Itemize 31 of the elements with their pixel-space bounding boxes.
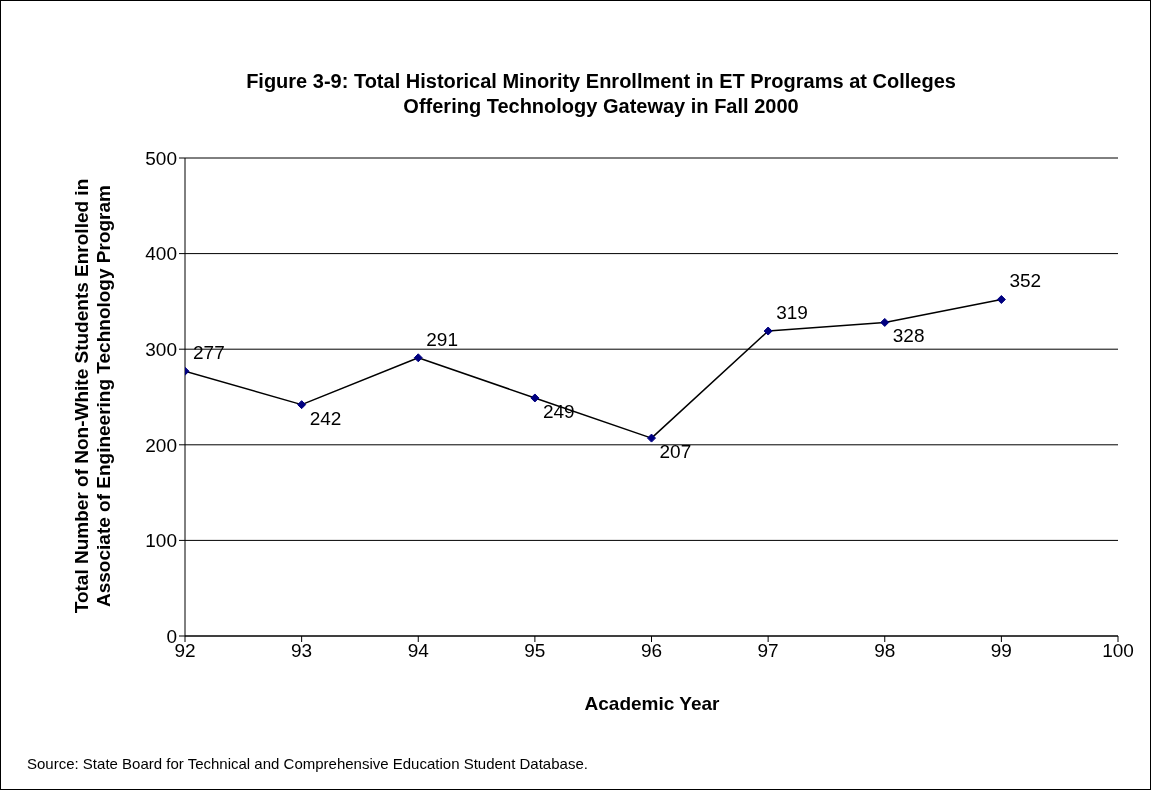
data-label: 249 [542,400,575,422]
data-label: 207 [659,441,692,463]
data-label: 242 [309,407,342,429]
x-tick-label: 97 [757,640,779,662]
x-axis-title: Academic Year [583,693,721,715]
data-label: 328 [892,325,925,347]
point [763,326,773,336]
x-tick-label: 93 [291,640,313,662]
x-tick-label: 94 [407,640,430,662]
y-tick-label: 500 [145,147,177,169]
source-note: Source: State Board for Technical and Comprehensive Education Student Database. [27,755,588,772]
y-tick-label: 100 [145,530,177,552]
y-tick-label: 300 [145,338,177,360]
data-label: 319 [776,302,808,324]
y-tick-label: 200 [145,434,177,456]
data-label: 352 [1009,270,1042,292]
x-tick-label: 95 [524,640,546,662]
x-tick-label: 99 [990,640,1012,662]
point [647,433,656,443]
point [996,294,1006,304]
point [297,400,307,410]
point [413,353,423,363]
x-tick-label: 96 [640,640,663,662]
chart-title: Figure 3-9: Total Historical Minority Enrollment in ET Programs at Colleges Offering Technology Gateway in Fall 2000 [245,69,957,119]
point [530,393,540,403]
y-axis-title: Total Number of Non-White Students Enrolled in Associate of Engineering Technology Program [71,177,115,616]
x-tick-label: 98 [874,640,896,662]
point [880,317,890,327]
y-tick-label: 400 [145,243,177,265]
x-tick-label: 100 [1102,640,1134,662]
data-label: 291 [426,328,458,350]
